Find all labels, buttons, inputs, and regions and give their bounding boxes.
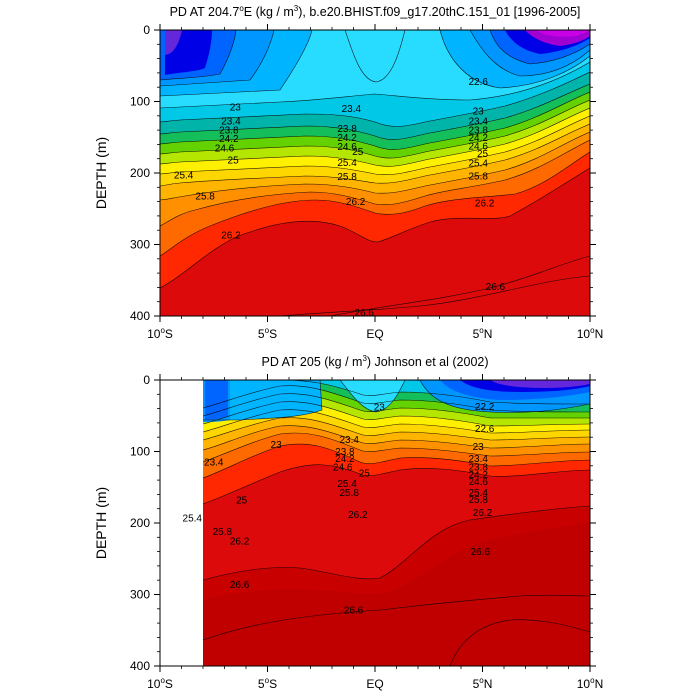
xtick-label: EQ	[366, 327, 383, 341]
contour-label: 24.6	[333, 463, 353, 474]
contour-label: 24.2	[468, 133, 488, 144]
contour-label: 26.6	[344, 606, 364, 617]
contour-label: 23.4	[204, 458, 224, 469]
contour-label: 24.6	[468, 141, 488, 152]
contour-label: 26.2	[230, 536, 250, 547]
contour-label: 23.8	[335, 447, 355, 458]
panel-bottom: PD AT 205 (kg / m3) Johnson et al (2002)	[93, 354, 603, 691]
ytick-label: 0	[143, 373, 150, 387]
contour-label: 26.6	[486, 282, 506, 293]
contour-label: 26.6	[355, 308, 375, 319]
contour-label: 25.8	[337, 172, 357, 183]
xtick-label: 10oS	[147, 326, 173, 341]
ytick-label: 400	[130, 309, 150, 323]
contour-label: 25	[477, 149, 489, 160]
contour-label: 25.4	[174, 171, 194, 182]
contour-label: 25.8	[213, 527, 233, 538]
ytick-label: 300	[130, 238, 150, 252]
ytick-label: 200	[130, 516, 150, 530]
contour-label: 23	[473, 442, 485, 453]
panel-top: PD AT 204.7oE (kg / m3), b.e20.BHIST.f09…	[93, 4, 603, 341]
ytick-label: 300	[130, 588, 150, 602]
contour-label: 25	[359, 468, 371, 479]
ytick-label: 400	[130, 659, 150, 673]
contour-label: 23.8	[468, 126, 488, 137]
contour-label: 23	[473, 106, 485, 117]
xtick-label: 10oS	[147, 676, 173, 691]
ytick-label: 100	[130, 95, 150, 109]
xtick-label: 5oN	[473, 326, 493, 341]
contour-label: 25.4	[183, 513, 203, 524]
contour-label: 23.8	[468, 463, 488, 474]
panel-top-ylabel: DEPTH (m)	[93, 137, 109, 209]
contour-label: 26.2	[475, 199, 495, 210]
contour-label: 23.4	[221, 116, 241, 127]
contour-label: 24.2	[468, 470, 488, 481]
contour-label: 26.2	[348, 510, 368, 521]
contour-label: 26.6	[230, 580, 250, 591]
contour-label: 23.8	[337, 124, 357, 135]
contour-label: 23.4	[468, 454, 488, 465]
contour-label: 23.4	[342, 104, 362, 115]
xtick-label: 5oS	[258, 326, 277, 341]
contour-label: 22.6	[475, 424, 495, 435]
contour-label: 25.8	[468, 171, 488, 182]
panel-bottom-field	[203, 380, 590, 666]
xtick-label: 10oN	[577, 676, 603, 691]
xtick-label: 5oN	[473, 676, 493, 691]
contour-label: 25.4	[468, 488, 488, 499]
panel-bottom-ylabel: DEPTH (m)	[93, 487, 109, 559]
contour-label: 24.2	[337, 133, 357, 144]
contour-label: 25	[228, 156, 240, 167]
contour-label: 25.4	[468, 158, 488, 169]
contour-label: 22.2	[475, 402, 495, 413]
contour-label: 23.8	[219, 126, 239, 137]
contour-label: 24.6	[468, 477, 488, 488]
contour-label: 25.8	[339, 488, 359, 499]
contour-label: 25	[352, 147, 364, 158]
xtick-label: 10oN	[577, 326, 603, 341]
contour-label: 23.4	[468, 116, 488, 127]
contour-label: 26.2	[346, 197, 366, 208]
contour-label: 26.2	[473, 508, 493, 519]
contour-label: 22.6	[468, 77, 488, 88]
contour-label: 23	[271, 440, 283, 451]
panel-top-field	[160, 30, 590, 316]
contour-label: 23	[374, 403, 386, 414]
contour-label: 23.4	[339, 435, 359, 446]
contour-label: 23	[230, 103, 242, 114]
panel-bottom-title: PD AT 205 (kg / m3) Johnson et al (2002)	[261, 354, 488, 369]
xtick-label: 5oS	[258, 676, 277, 691]
contour-label: 25.4	[337, 479, 357, 490]
contour-label: 26.6	[471, 547, 491, 558]
contour-label: 24.2	[335, 454, 355, 465]
panel-top-title: PD AT 204.7oE (kg / m3), b.e20.BHIST.f09…	[170, 4, 581, 19]
contour-label: 25.8	[468, 495, 488, 506]
panel-bottom-axes: 0 100 200 300 400 10oS 5oS EQ 5oN 10oN	[130, 373, 603, 691]
contour-label: 25	[236, 496, 248, 507]
panel-top-axes: 0 100 200 300 400 10oS 5oS EQ 5oN 10oN	[130, 23, 603, 341]
contour-label: 26.2	[221, 231, 241, 242]
ytick-label: 100	[130, 445, 150, 459]
contour-label: 24.6	[337, 142, 357, 153]
contour-label: 25.4	[337, 158, 357, 169]
contour-label: 24.6	[215, 143, 235, 154]
contour-label: 25.8	[195, 191, 215, 202]
contour-label: 24.2	[219, 134, 239, 145]
xtick-label: EQ	[366, 677, 383, 691]
ytick-label: 200	[130, 166, 150, 180]
ytick-label: 0	[143, 23, 150, 37]
